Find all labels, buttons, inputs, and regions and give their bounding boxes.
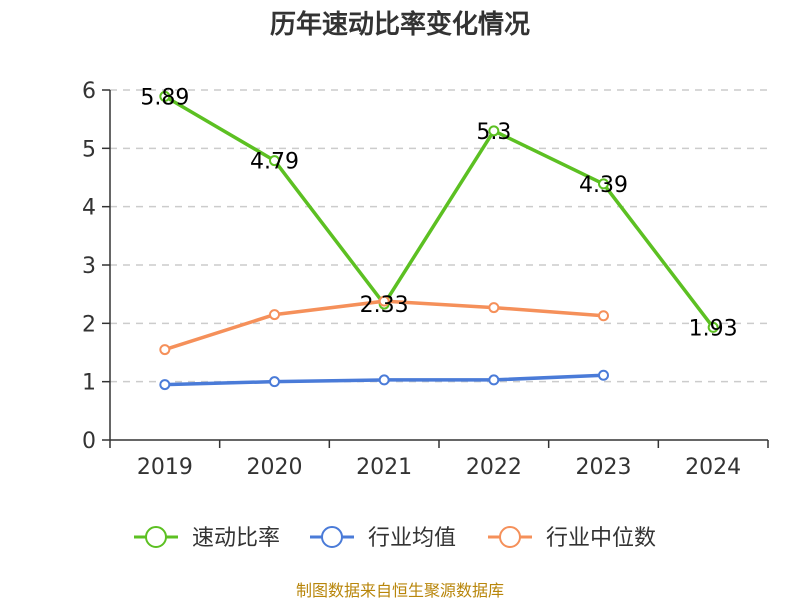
data-point bbox=[488, 125, 500, 137]
data-point bbox=[159, 379, 171, 391]
legend-item: 行业均值 bbox=[310, 526, 456, 551]
y-tick-label: 1 bbox=[82, 371, 96, 396]
data-label: 1.93 bbox=[689, 316, 738, 341]
y-tick-label: 4 bbox=[82, 196, 96, 221]
data-label: 4.39 bbox=[579, 173, 628, 198]
data-label: 2.33 bbox=[360, 293, 409, 318]
legend-item: 速动比率 bbox=[134, 526, 280, 551]
legend-label: 速动比率 bbox=[192, 526, 280, 551]
data-labels: 5.89 4.79 2.33 5.3 4.39 1.93 bbox=[140, 85, 737, 341]
x-tick-label: 2022 bbox=[466, 455, 522, 480]
legend: 速动比率 行业均值 行业中位数 bbox=[134, 526, 656, 551]
data-point bbox=[488, 302, 500, 314]
y-tick-label: 2 bbox=[82, 312, 96, 337]
legend-swatch-marker bbox=[145, 526, 167, 548]
y-tick-label: 6 bbox=[82, 79, 96, 104]
x-tick-label: 2019 bbox=[137, 455, 193, 480]
data-point bbox=[269, 309, 280, 321]
chart-title: 历年速动比率变化情况 bbox=[270, 9, 530, 40]
data-point bbox=[598, 369, 609, 381]
data-point bbox=[159, 90, 171, 102]
data-point bbox=[598, 178, 609, 190]
legend-label: 行业均值 bbox=[368, 526, 456, 551]
source-note: 制图数据来自恒生聚源数据库 bbox=[296, 581, 504, 600]
grid-lines bbox=[110, 89, 768, 383]
legend-item: 行业中位数 bbox=[488, 526, 656, 551]
x-tick-label: 2020 bbox=[247, 455, 303, 480]
legend-swatch-marker bbox=[499, 526, 521, 548]
x-tick-label: 2021 bbox=[356, 455, 412, 480]
data-point bbox=[488, 374, 500, 386]
series-line-0 bbox=[163, 94, 715, 329]
y-tick-label: 3 bbox=[82, 254, 96, 279]
y-tick-label: 0 bbox=[82, 429, 96, 454]
data-label: 4.79 bbox=[250, 150, 299, 175]
y-tick-label: 5 bbox=[82, 137, 96, 162]
data-label: 5.3 bbox=[476, 120, 511, 145]
legend-swatch-marker bbox=[321, 526, 343, 548]
data-point bbox=[159, 344, 171, 356]
x-tick-label: 2023 bbox=[576, 455, 632, 480]
data-point bbox=[598, 310, 609, 322]
data-point bbox=[707, 321, 719, 333]
data-point bbox=[378, 295, 390, 307]
legend-label: 行业中位数 bbox=[546, 526, 656, 551]
data-point bbox=[269, 155, 280, 167]
series-layer bbox=[159, 90, 719, 391]
x-tick-label: 2024 bbox=[685, 455, 741, 480]
data-point bbox=[269, 376, 280, 388]
axes: 0 1 2 3 4 5 6 2019 2020 2021 2022 2023 2024 bbox=[82, 79, 769, 480]
data-label: 5.89 bbox=[140, 85, 189, 110]
data-point bbox=[378, 374, 390, 386]
